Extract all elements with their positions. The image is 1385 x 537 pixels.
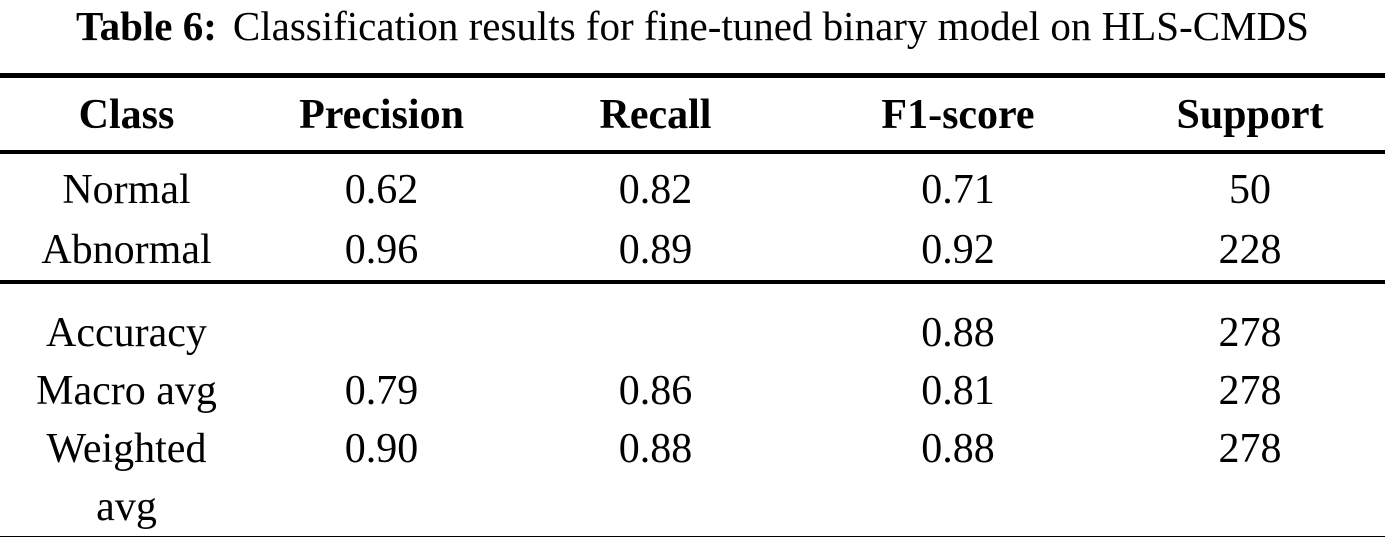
summary-rows-section: Accuracy 0.88 278 Macro avg 0.79 0.86 0.… bbox=[0, 282, 1385, 537]
cell-f1-score: 0.88 bbox=[921, 310, 995, 356]
cell-precision: 0.96 bbox=[344, 227, 419, 273]
table-row-normal: Normal 0.62 0.82 0.71 50 bbox=[0, 152, 1385, 220]
cell-support: 278 bbox=[1218, 310, 1282, 356]
cell-precision: 0.79 bbox=[344, 368, 419, 414]
row-label: Abnormal bbox=[41, 227, 212, 273]
cell-precision: 0.62 bbox=[344, 167, 419, 213]
table-row-accuracy: Accuracy 0.88 278 bbox=[0, 282, 1385, 362]
header-row: Class Precision Recall F1-score Support bbox=[0, 75, 1385, 154]
cell-support: 278 bbox=[1218, 426, 1282, 472]
table-caption-text: Classification results for fine-tuned bi… bbox=[232, 3, 1309, 49]
cell-f1-score: 0.92 bbox=[921, 227, 995, 273]
table-caption: Table 6: Classification results for fine-… bbox=[0, 0, 1385, 49]
row-label: Macro avg bbox=[36, 368, 217, 414]
cell-recall: 0.89 bbox=[618, 227, 693, 273]
cell-support: 228 bbox=[1218, 227, 1282, 273]
table-caption-number: Table 6: bbox=[76, 3, 217, 49]
cell-support: 278 bbox=[1218, 368, 1282, 414]
cell-f1-score: 0.88 bbox=[921, 426, 995, 472]
cell-f1-score: 0.81 bbox=[921, 368, 995, 414]
row-label: Weighted avg bbox=[46, 426, 207, 530]
column-header-class: Class bbox=[0, 75, 253, 154]
column-header-recall: Recall bbox=[510, 75, 801, 154]
row-label: Normal bbox=[62, 167, 191, 213]
cell-recall: 0.86 bbox=[618, 368, 693, 414]
column-header-f1-score: F1-score bbox=[801, 75, 1115, 154]
table-row-weighted-avg: Weighted avg 0.90 0.88 0.88 278 bbox=[0, 420, 1385, 537]
class-rows-section: Normal 0.62 0.82 0.71 50 Abnormal 0.96 0… bbox=[0, 152, 1385, 282]
table-header: Class Precision Recall F1-score Support bbox=[0, 75, 1385, 154]
column-header-precision: Precision bbox=[253, 75, 510, 154]
classification-results-table: Class Precision Recall F1-score Support … bbox=[0, 73, 1385, 537]
cell-recall bbox=[510, 282, 801, 362]
cell-recall: 0.88 bbox=[618, 426, 693, 472]
cell-precision: 0.90 bbox=[344, 426, 419, 472]
cell-precision bbox=[253, 282, 510, 362]
cell-f1-score: 0.71 bbox=[921, 167, 995, 213]
column-header-support: Support bbox=[1115, 75, 1385, 154]
cell-recall: 0.82 bbox=[618, 167, 693, 213]
table-row-macro-avg: Macro avg 0.79 0.86 0.81 278 bbox=[0, 362, 1385, 420]
row-label: Accuracy bbox=[46, 310, 207, 356]
cell-support: 50 bbox=[1229, 167, 1271, 213]
table-row-abnormal: Abnormal 0.96 0.89 0.92 228 bbox=[0, 220, 1385, 282]
